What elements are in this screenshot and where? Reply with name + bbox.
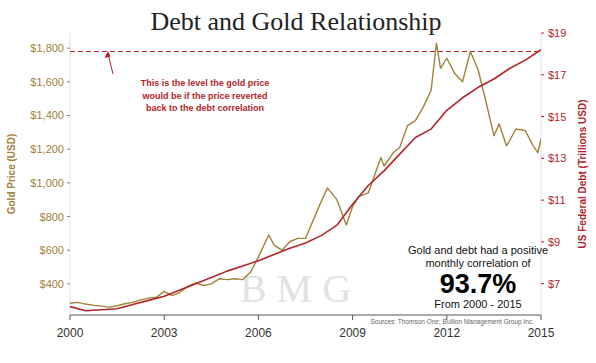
- y-axis-line: [70, 33, 71, 315]
- y2-tick: [541, 241, 544, 242]
- y-tick-label: $1,000: [30, 177, 64, 189]
- x-tick: [258, 315, 259, 320]
- y-axis-label: Gold Price (USD): [6, 134, 17, 215]
- x-axis-line: [70, 315, 541, 316]
- y2-tick: [541, 33, 544, 34]
- y-tick: [67, 115, 70, 116]
- y-tick: [67, 182, 70, 183]
- annotation-arrow: [108, 54, 113, 74]
- y-tick-label: $1,800: [30, 42, 64, 54]
- y-tick: [67, 48, 70, 49]
- x-tick: [541, 315, 542, 320]
- y-tick: [67, 149, 70, 150]
- x-tick: [164, 315, 165, 320]
- chart: B M G Debt and Gold Relationship 2000 2003 2…: [0, 0, 596, 363]
- watermark: B M G: [240, 266, 351, 311]
- annotation-text: back to the debt correlation: [146, 103, 264, 113]
- correlation-text: Gold and debt had a positive: [408, 244, 548, 256]
- annotation-text: This is the level the gold price: [141, 78, 270, 88]
- y-tick-label: $600: [40, 244, 64, 256]
- debt-line: [70, 50, 541, 311]
- y2-tick-label: $17: [548, 69, 566, 81]
- y-tick: [67, 216, 70, 217]
- y-tick-label: $1,600: [30, 76, 64, 88]
- y2-tick: [541, 200, 544, 201]
- y-tick: [67, 81, 70, 82]
- correlation-text: monthly correlation of: [425, 257, 531, 269]
- y2-tick: [541, 283, 544, 284]
- y2-tick-label: $9: [548, 236, 560, 248]
- x-tick-label: 2000: [57, 326, 84, 340]
- correlation-period: From 2000 - 2015: [434, 298, 521, 310]
- title: Debt and Gold Relationship: [150, 7, 441, 36]
- x-tick-label: 2015: [528, 326, 555, 340]
- y-tick-label: $1,200: [30, 143, 64, 155]
- y2-tick: [541, 116, 544, 117]
- source: Sources: Thomson One; Bullion Management…: [370, 318, 534, 326]
- y2-axis-line: [541, 33, 542, 315]
- annotation-arrowhead: [105, 51, 111, 58]
- y-tick-label: $1,400: [30, 109, 64, 121]
- x-tick: [70, 315, 71, 320]
- y2-tick-label: $7: [548, 278, 560, 290]
- y2-tick-label: $11: [548, 194, 566, 206]
- x-tick: [352, 315, 353, 320]
- x-tick-label: 2009: [339, 326, 366, 340]
- y-tick: [67, 283, 70, 284]
- y-tick: [67, 250, 70, 251]
- x-tick-label: 2012: [433, 326, 460, 340]
- y2-tick-label: $19: [548, 27, 566, 39]
- y2-tick: [541, 158, 544, 159]
- gold-line: [70, 43, 541, 307]
- y-tick-label: $400: [40, 278, 64, 290]
- plot-area: [70, 43, 541, 311]
- x-tick-label: 2006: [245, 326, 272, 340]
- x-tick-label: 2003: [151, 326, 178, 340]
- correlation-value: 93.7%: [440, 269, 517, 299]
- annotation-text: would be if the price reverted: [141, 91, 267, 101]
- y2-tick: [541, 74, 544, 75]
- y2-tick-label: $13: [548, 152, 566, 164]
- y2-axis-label: US Federal Debt (Trillions USD): [577, 100, 588, 249]
- y2-tick-label: $15: [548, 111, 566, 123]
- y-tick-label: $800: [40, 211, 64, 223]
